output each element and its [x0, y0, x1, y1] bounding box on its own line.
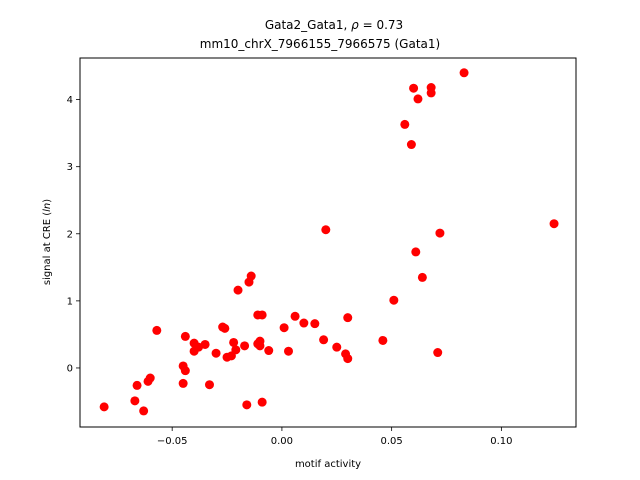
- data-point: [233, 285, 243, 295]
- y-ticks: 0 1 2 3 4: [67, 95, 80, 374]
- y-tick-label: 2: [67, 229, 73, 240]
- x-ticks: −0.05 0.00 0.05 0.10: [157, 427, 513, 447]
- data-point: [389, 295, 399, 305]
- y-tick-label: 0: [67, 363, 73, 374]
- data-point: [178, 378, 188, 388]
- data-point: [343, 354, 353, 364]
- plot-frame: [79, 57, 577, 428]
- data-point: [343, 313, 353, 323]
- data-point: [255, 341, 265, 351]
- x-tick-label: 0.00: [271, 436, 293, 447]
- chart-title-rho-value: = 0.73: [359, 18, 403, 32]
- y-tick-label: 1: [67, 296, 73, 307]
- data-point: [240, 341, 250, 351]
- y-axis-label: signal at CRE (ln): [42, 199, 53, 285]
- data-point: [220, 323, 230, 333]
- y-axis-label-suffix: ): [42, 199, 53, 203]
- data-point: [409, 83, 419, 93]
- data-point: [433, 348, 443, 358]
- data-point: [246, 271, 256, 281]
- data-point: [284, 346, 293, 356]
- data-point: [299, 318, 309, 328]
- data-point: [378, 335, 388, 345]
- data-point: [459, 68, 469, 78]
- chart-title-line2: mm10_chrX_7966155_7966575 (Gata1): [200, 37, 440, 51]
- data-point: [130, 396, 140, 406]
- chart-title-rho-symbol: ρ: [351, 18, 359, 32]
- data-point: [264, 346, 274, 356]
- data-point: [180, 331, 190, 341]
- y-tick-label: 3: [67, 162, 73, 173]
- data-point: [417, 272, 427, 282]
- data-point: [211, 348, 221, 358]
- data-point: [332, 342, 342, 352]
- data-point: [321, 225, 331, 235]
- x-axis-label: motif activity: [295, 459, 361, 470]
- chart-title-main: Gata2_Gata1,: [265, 18, 351, 32]
- data-point: [400, 119, 410, 129]
- data-point: [435, 228, 445, 238]
- data-point: [310, 319, 320, 329]
- data-point: [406, 140, 416, 150]
- data-point: [257, 397, 267, 407]
- x-tick-label: 0.05: [381, 436, 403, 447]
- y-tick-label: 4: [67, 95, 73, 106]
- chart-title-line1: Gata2_Gata1, ρ = 0.73: [265, 18, 403, 32]
- points-layer: [99, 68, 559, 416]
- data-point: [139, 406, 149, 416]
- data-point: [152, 325, 162, 335]
- data-point: [319, 335, 329, 345]
- x-tick-label: 0.10: [490, 436, 512, 447]
- data-point: [549, 219, 559, 229]
- data-point: [204, 380, 214, 390]
- y-axis-label-prefix: signal at CRE (: [42, 212, 53, 285]
- data-point: [257, 310, 267, 320]
- data-point: [99, 402, 109, 412]
- data-point: [242, 400, 252, 410]
- data-point: [279, 323, 289, 333]
- data-point: [411, 247, 421, 257]
- data-point: [290, 311, 300, 321]
- data-point: [132, 380, 142, 390]
- data-point: [229, 337, 239, 347]
- data-point: [145, 373, 155, 383]
- data-point: [426, 88, 436, 98]
- data-point: [413, 94, 423, 104]
- data-point: [200, 339, 210, 349]
- x-tick-label: −0.05: [157, 436, 188, 447]
- data-point: [231, 345, 241, 355]
- data-point: [180, 366, 190, 376]
- y-axis-label-italic: ln: [42, 203, 53, 212]
